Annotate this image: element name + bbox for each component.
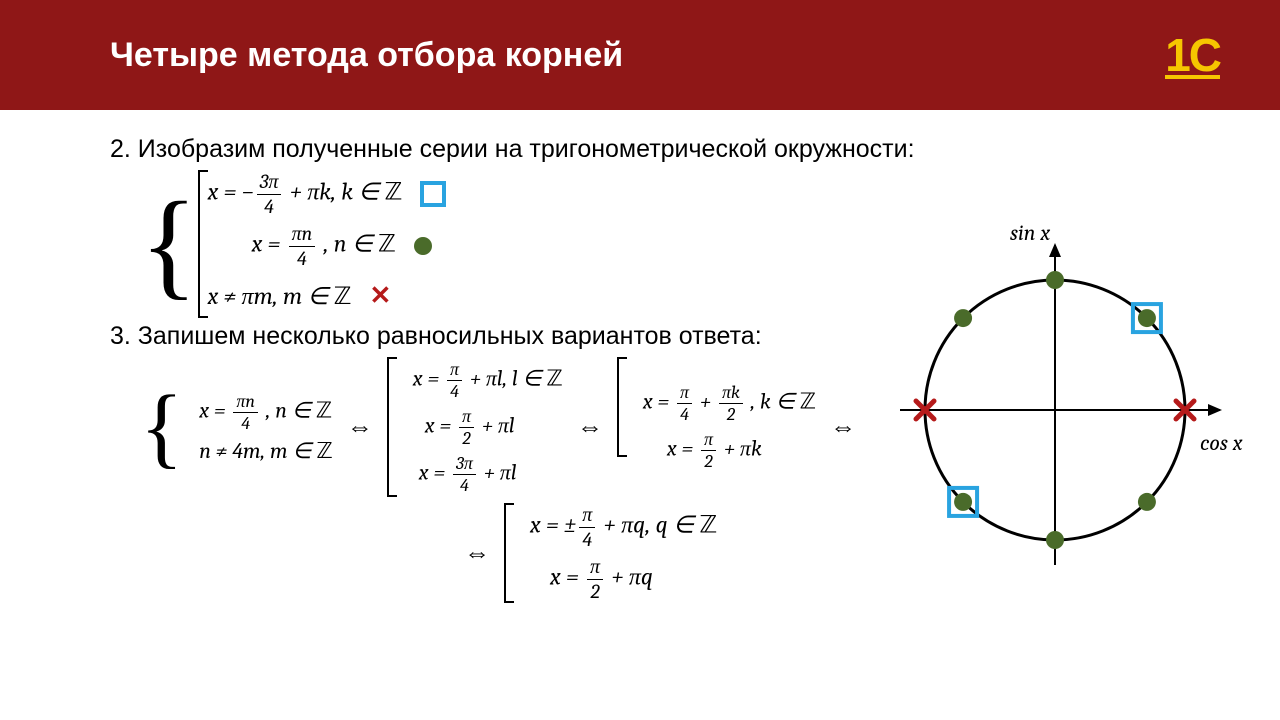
bracket-grp3 bbox=[617, 357, 627, 457]
left-bracket bbox=[198, 170, 208, 318]
equiv-2: ⇔ bbox=[577, 412, 603, 442]
equiv-4: ⇔ bbox=[464, 538, 490, 568]
brace-grp1: { bbox=[140, 396, 183, 459]
slide-title: Четыре метода отбора корней bbox=[110, 36, 623, 75]
answer-grp1: x = πn4 , n ∈ ℤ n ≠ 4m, m ∈ ℤ bbox=[193, 391, 333, 464]
system-eq-2: x = πn4 , n ∈ ℤ bbox=[208, 222, 447, 270]
axis-label-sin: sin x bbox=[1010, 220, 1050, 246]
logo-1c: 1С bbox=[1165, 28, 1220, 82]
trig-circle-svg bbox=[890, 230, 1250, 590]
system-eq-3: x ≠ πm, m ∈ ℤ ✕ bbox=[208, 274, 447, 318]
equiv-1: ⇔ bbox=[347, 412, 373, 442]
section-2-text: 2. Изобразим полученные серии на тригоно… bbox=[110, 135, 1220, 164]
bracket-grp2 bbox=[387, 357, 397, 497]
system-eq-1: x = −3π4 + πk, k ∈ ℤ bbox=[208, 170, 447, 218]
answer-grp4: x = ±π4 + πq, q ∈ ℤ x = π2 + πq bbox=[524, 503, 717, 603]
bracket-grp4 bbox=[504, 503, 514, 603]
green-dot-marker bbox=[414, 237, 432, 255]
red-x-marker: ✕ bbox=[370, 281, 392, 311]
axis-label-cos: cos x bbox=[1200, 430, 1243, 456]
left-brace: { bbox=[140, 196, 198, 292]
answer-grp3: x = π4 + πk2 , k ∈ ℤ x = π2 + πk bbox=[637, 382, 816, 472]
equiv-3: ⇔ bbox=[830, 412, 856, 442]
answer-grp2: x = π4 + πl, l ∈ ℤ x = π2 + πl x = 3π4 +… bbox=[407, 359, 563, 496]
blue-square-marker bbox=[420, 181, 446, 207]
slide-header: Четыре метода отбора корней 1С bbox=[0, 0, 1280, 110]
trig-circle-diagram: sin x cos x bbox=[890, 230, 1250, 590]
